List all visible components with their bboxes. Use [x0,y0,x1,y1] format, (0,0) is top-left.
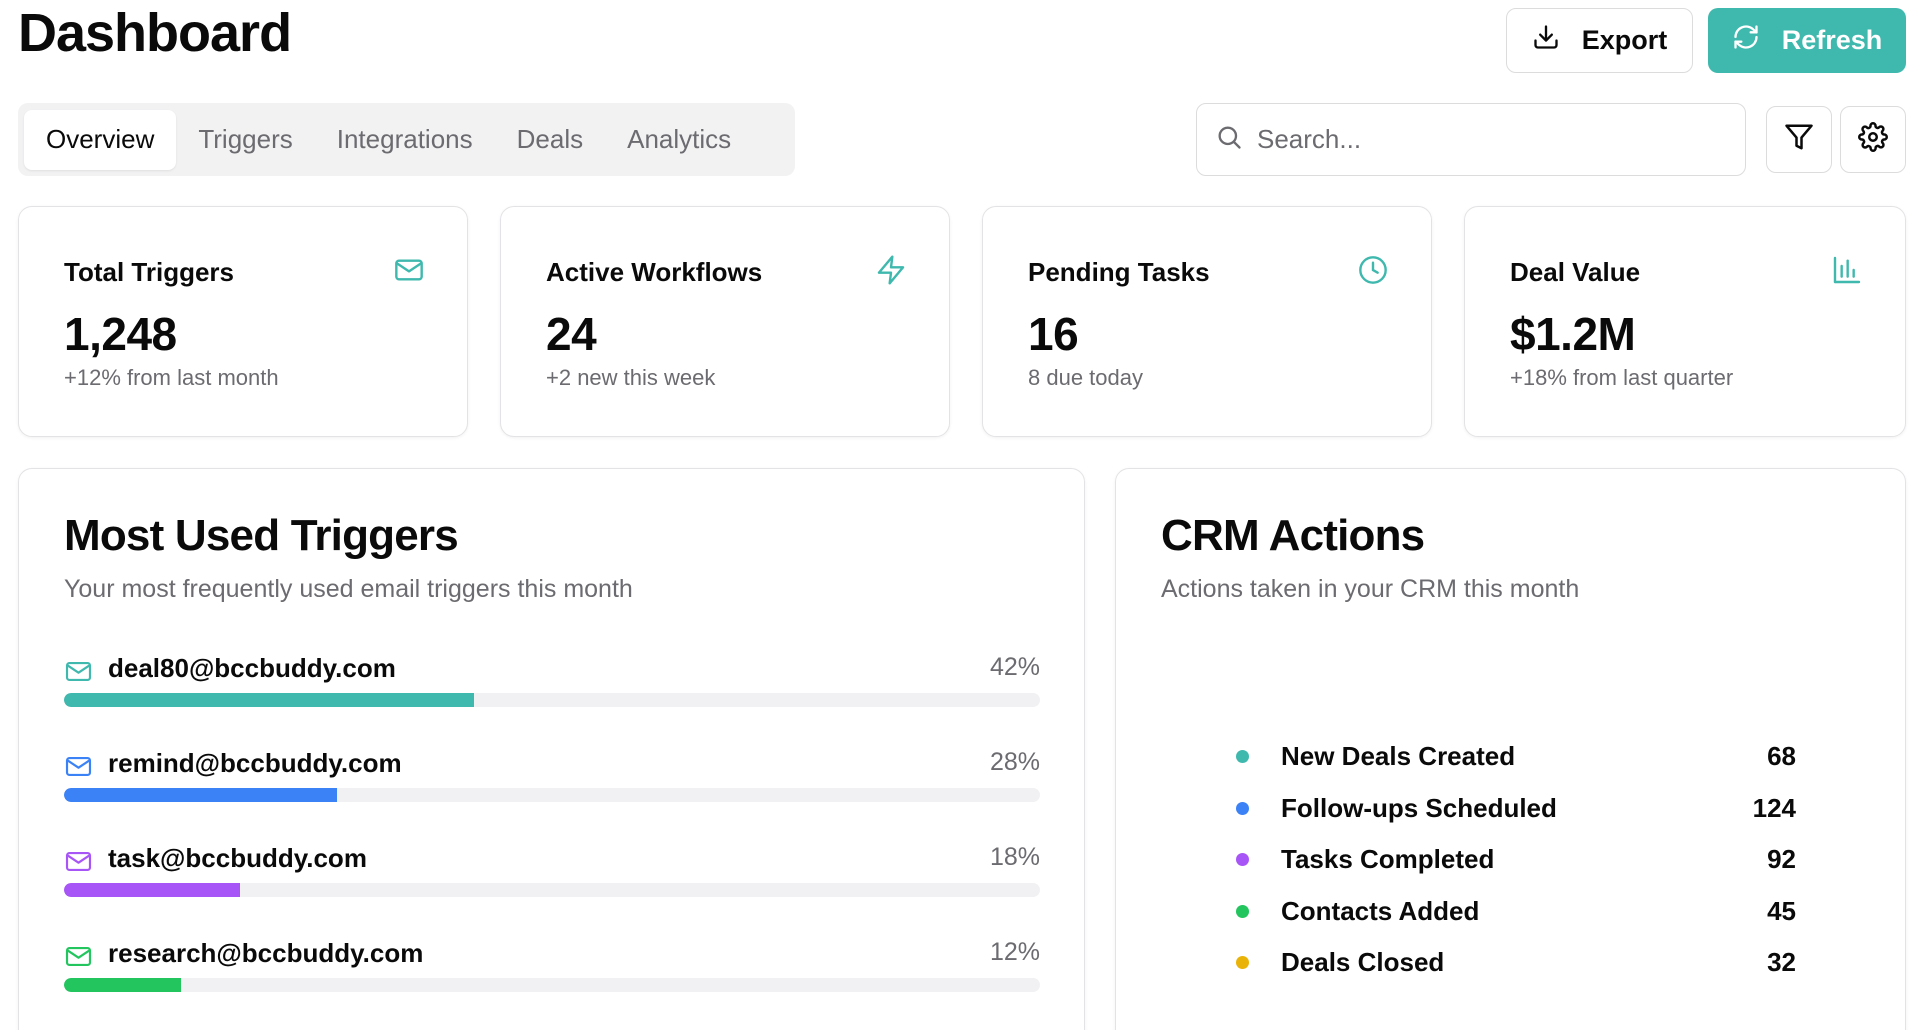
tab-bar: Overview Triggers Integrations Deals Ana… [18,103,795,176]
legend-dot [1236,904,1249,918]
mail-icon [64,847,93,876]
legend-dot [1236,853,1249,867]
stat-title: Active Workflows [546,257,763,287]
stat-card-pending-tasks: Pending Tasks 16 8 due today [982,206,1432,437]
tab-triggers[interactable]: Triggers [198,124,293,154]
search-box [1196,103,1746,176]
trigger-email: remind@bccbuddy.com [108,748,402,778]
page-title: Dashboard [18,3,292,63]
trigger-email: research@bccbuddy.com [108,938,424,968]
crm-item: Contacts Added 45 [1236,886,1796,938]
tab-overview[interactable]: Overview [24,109,177,170]
stat-card-deal-value: Deal Value $1.2M +18% from last quarter [1464,206,1906,437]
stat-title: Pending Tasks [1028,257,1210,287]
panel-title: Most Used Triggers [64,511,459,560]
crm-item: Tasks Completed 92 [1236,834,1796,886]
stat-subtext: +18% from last quarter [1510,365,1734,390]
stat-title: Total Triggers [64,257,234,287]
crm-item-label: Tasks Completed [1281,844,1495,875]
crm-item-label: New Deals Created [1281,741,1516,772]
crm-item-label: Contacts Added [1281,895,1480,926]
download-icon [1532,23,1560,58]
trigger-percent: 42% [989,653,1040,681]
mail-icon [64,752,93,781]
mail-icon [64,657,93,686]
refresh-button[interactable]: Refresh [1708,8,1906,73]
stat-card-active-workflows: Active Workflows 24 +2 new this week [500,206,950,437]
trigger-percent: 28% [989,748,1040,776]
clock-icon [1357,254,1389,286]
trigger-email: task@bccbuddy.com [108,843,367,873]
crm-actions-panel: CRM Actions Actions taken in your CRM th… [1115,468,1906,1030]
stat-subtext: 8 due today [1028,365,1143,390]
mail-icon [393,254,425,286]
lightning-icon [875,254,907,286]
stat-value: $1.2M [1510,308,1636,360]
panel-title: CRM Actions [1161,511,1425,560]
panel-subtitle: Your most frequently used email triggers… [64,575,633,603]
progress-fill [64,883,240,897]
search-icon [1215,123,1243,156]
progress-fill [64,788,338,802]
crm-item-count: 68 [1767,741,1796,772]
progress-fill [64,978,182,992]
filter-icon [1784,122,1814,157]
mail-icon [64,942,93,971]
export-button-label: Export [1581,25,1668,55]
progress-track [64,883,1040,897]
crm-item: New Deals Created 68 [1236,731,1796,783]
tab-deals[interactable]: Deals [516,124,584,154]
settings-icon [1858,122,1888,157]
crm-item-label: Follow-ups Scheduled [1281,792,1557,823]
crm-item: Follow-ups Scheduled 124 [1236,783,1796,835]
stat-subtext: +12% from last month [64,365,279,390]
legend-dot [1236,801,1249,815]
trigger-row[interactable]: deal80@bccbuddy.com 42% [64,653,1040,713]
trigger-email: deal80@bccbuddy.com [108,653,396,683]
stat-card-total-triggers: Total Triggers 1,248 +12% from last mont… [18,206,468,437]
refresh-button-label: Refresh [1781,25,1883,55]
trigger-row[interactable]: research@bccbuddy.com 12% [64,938,1040,998]
stat-subtext: +2 new this week [546,365,716,390]
trigger-row[interactable]: task@bccbuddy.com 18% [64,843,1040,903]
legend-dot [1236,956,1249,970]
panel-subtitle: Actions taken in your CRM this month [1161,575,1580,603]
progress-fill [64,693,474,707]
search-input[interactable] [1257,124,1727,155]
crm-item-count: 124 [1752,792,1796,823]
trigger-percent: 18% [989,843,1040,871]
export-button[interactable]: Export [1506,8,1693,73]
stat-value: 1,248 [64,308,177,360]
filter-button[interactable] [1766,106,1832,173]
progress-track [64,693,1040,707]
trigger-row[interactable]: remind@bccbuddy.com 28% [64,748,1040,808]
trigger-percent: 12% [989,938,1040,966]
crm-item-count: 32 [1767,947,1796,978]
stat-title: Deal Value [1510,257,1641,287]
crm-item: Deals Closed 32 [1236,937,1796,989]
stat-value: 16 [1028,308,1079,360]
tab-analytics[interactable]: Analytics [627,124,732,154]
tab-integrations[interactable]: Integrations [336,124,473,154]
crm-item-label: Deals Closed [1281,947,1445,978]
crm-legend: New Deals Created 68 Follow-ups Schedule… [1236,731,1796,989]
crm-item-count: 92 [1767,844,1796,875]
legend-dot [1236,750,1249,764]
bar-chart-icon [1831,254,1863,286]
stat-value: 24 [546,308,597,360]
progress-track [64,788,1040,802]
crm-item-count: 45 [1767,895,1796,926]
progress-track [64,978,1040,992]
refresh-icon [1732,23,1760,58]
settings-button[interactable] [1840,106,1906,173]
most-used-triggers-panel: Most Used Triggers Your most frequently … [18,468,1085,1030]
